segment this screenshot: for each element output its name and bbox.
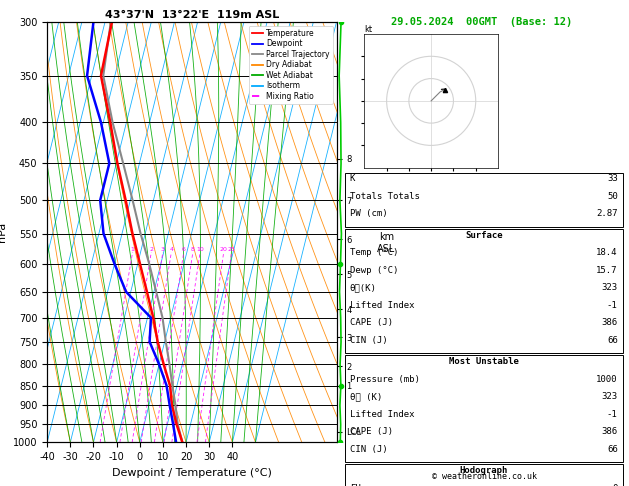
- Text: 25: 25: [228, 247, 236, 252]
- Text: Most Unstable: Most Unstable: [448, 357, 519, 366]
- Text: 2.87: 2.87: [596, 209, 618, 219]
- Y-axis label: km
ASL: km ASL: [377, 232, 396, 254]
- Text: © weatheronline.co.uk: © weatheronline.co.uk: [432, 472, 537, 481]
- Text: CIN (J): CIN (J): [350, 445, 387, 454]
- Text: -1: -1: [607, 301, 618, 310]
- Text: 4: 4: [169, 247, 174, 252]
- Text: -1: -1: [607, 410, 618, 419]
- Title: 43°37'N  13°22'E  119m ASL: 43°37'N 13°22'E 119m ASL: [104, 10, 279, 20]
- Text: 66: 66: [607, 445, 618, 454]
- Text: 0: 0: [612, 484, 618, 486]
- Text: EH: EH: [350, 484, 360, 486]
- Text: Lifted Index: Lifted Index: [350, 301, 415, 310]
- Text: kt: kt: [364, 25, 372, 34]
- Text: CAPE (J): CAPE (J): [350, 318, 392, 328]
- Text: K: K: [350, 174, 355, 184]
- Text: 50: 50: [607, 192, 618, 201]
- Text: 386: 386: [601, 318, 618, 328]
- Text: 1000: 1000: [596, 375, 618, 384]
- Text: 1: 1: [131, 247, 135, 252]
- Text: Pressure (mb): Pressure (mb): [350, 375, 420, 384]
- Text: CIN (J): CIN (J): [350, 336, 387, 345]
- Text: 18.4: 18.4: [596, 248, 618, 258]
- Text: 8: 8: [191, 247, 195, 252]
- Text: 386: 386: [601, 427, 618, 436]
- Text: 66: 66: [607, 336, 618, 345]
- Text: Dewp (°C): Dewp (°C): [350, 266, 398, 275]
- Text: 323: 323: [601, 283, 618, 293]
- Text: 10: 10: [196, 247, 204, 252]
- Text: 20: 20: [220, 247, 228, 252]
- X-axis label: Dewpoint / Temperature (°C): Dewpoint / Temperature (°C): [112, 468, 272, 478]
- Text: Surface: Surface: [465, 231, 503, 240]
- Text: Temp (°C): Temp (°C): [350, 248, 398, 258]
- Text: 6: 6: [182, 247, 186, 252]
- Y-axis label: hPa: hPa: [0, 222, 8, 242]
- Text: Totals Totals: Totals Totals: [350, 192, 420, 201]
- Text: 33: 33: [607, 174, 618, 184]
- Text: CAPE (J): CAPE (J): [350, 427, 392, 436]
- Text: Lifted Index: Lifted Index: [350, 410, 415, 419]
- Text: 3: 3: [161, 247, 165, 252]
- Text: 323: 323: [601, 392, 618, 401]
- Text: θᴇ (K): θᴇ (K): [350, 392, 382, 401]
- Text: Hodograph: Hodograph: [460, 466, 508, 475]
- Text: 2: 2: [149, 247, 153, 252]
- Text: 15.7: 15.7: [596, 266, 618, 275]
- Text: 29.05.2024  00GMT  (Base: 12): 29.05.2024 00GMT (Base: 12): [391, 17, 572, 27]
- Text: PW (cm): PW (cm): [350, 209, 387, 219]
- Text: θᴇ(K): θᴇ(K): [350, 283, 377, 293]
- Legend: Temperature, Dewpoint, Parcel Trajectory, Dry Adiabat, Wet Adiabat, Isotherm, Mi: Temperature, Dewpoint, Parcel Trajectory…: [248, 26, 333, 104]
